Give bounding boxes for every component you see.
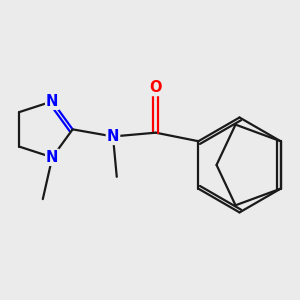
Text: N: N [46,150,59,165]
Text: O: O [149,80,162,95]
Text: N: N [46,94,59,109]
Text: N: N [107,129,119,144]
